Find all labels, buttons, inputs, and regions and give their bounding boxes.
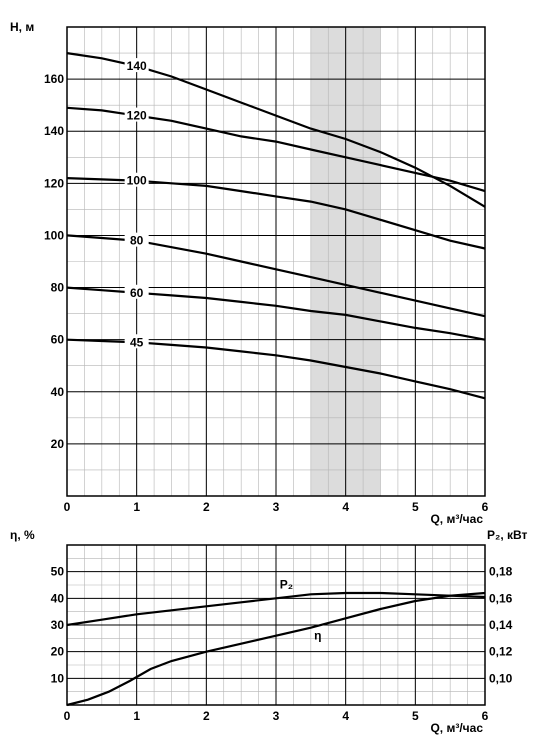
y-axis-title: H, м (10, 20, 34, 34)
curve-label-p2: P₂ (280, 577, 293, 591)
y-tick-label-left: 20 (51, 645, 65, 659)
x-tick-label: 4 (342, 709, 349, 723)
y-tick-label: 140 (44, 124, 64, 138)
y-tick-label-left: 10 (51, 671, 65, 685)
curve-label-bg-140 (124, 58, 149, 73)
x-axis-title: Q, м³/час (430, 512, 483, 526)
y-tick-label-right: 0,12 (489, 645, 513, 659)
y-tick-label-right: 0,18 (489, 565, 513, 579)
y-tick-label-left: 50 (51, 565, 65, 579)
curve-label-bg-100 (124, 172, 149, 187)
x-axis-title: Q, м³/час (430, 721, 483, 735)
y-tick-label-left: 30 (51, 618, 65, 632)
x-tick-label: 0 (64, 709, 71, 723)
x-tick-label: 2 (203, 709, 210, 723)
y-tick-label-right: 0,14 (489, 618, 513, 632)
curve-eta (66, 591, 486, 707)
curve-label-80: 80 (130, 234, 144, 248)
x-tick-label: 0 (64, 500, 71, 514)
y-tick-label-right: 0,16 (489, 591, 513, 605)
y-tick-label: 160 (44, 72, 64, 86)
y-tick-label: 100 (44, 228, 64, 242)
curve-label-bg-60 (124, 284, 149, 299)
x-tick-label: 5 (412, 709, 419, 723)
x-tick-label: 3 (273, 709, 280, 723)
x-tick-label: 3 (273, 500, 280, 514)
x-tick-label: 6 (482, 500, 489, 514)
y-tick-label: 120 (44, 176, 64, 190)
y-tick-label: 60 (51, 333, 65, 347)
curve-label-bg-45 (124, 334, 149, 349)
x-tick-label: 5 (412, 500, 419, 514)
y-tick-label-left: 40 (51, 591, 65, 605)
curve-label-60: 60 (130, 286, 144, 300)
curve-label-bg-80 (124, 232, 149, 247)
y-tick-label: 40 (51, 385, 65, 399)
y-tick-label-right: 0,10 (489, 671, 513, 685)
curve-label-eta: η (314, 629, 321, 643)
y-axis-title-right: P₂, кВт (487, 528, 528, 542)
x-tick-label: 4 (342, 500, 349, 514)
y-axis-title-left: η, % (10, 528, 35, 542)
x-tick-label: 6 (482, 709, 489, 723)
x-tick-label: 1 (133, 709, 140, 723)
y-tick-label: 20 (51, 437, 65, 451)
plot-frame (66, 26, 486, 497)
x-tick-label: 2 (203, 500, 210, 514)
curve-label-bg-120 (124, 107, 149, 122)
curve-label-45: 45 (130, 335, 144, 349)
curve-label-140: 140 (127, 59, 147, 73)
efficiency-power-chart: P₂ η 0 1 2 3 4 5 6 10 20 30 40 50 0,10 0,12 0,14 0,16 0,18… (10, 528, 528, 735)
y-tick-label: 80 (51, 281, 65, 295)
curve-label-100: 100 (127, 174, 147, 188)
curve-p2 (66, 591, 486, 627)
curve-label-120: 120 (127, 109, 147, 123)
x-tick-label: 1 (133, 500, 140, 514)
